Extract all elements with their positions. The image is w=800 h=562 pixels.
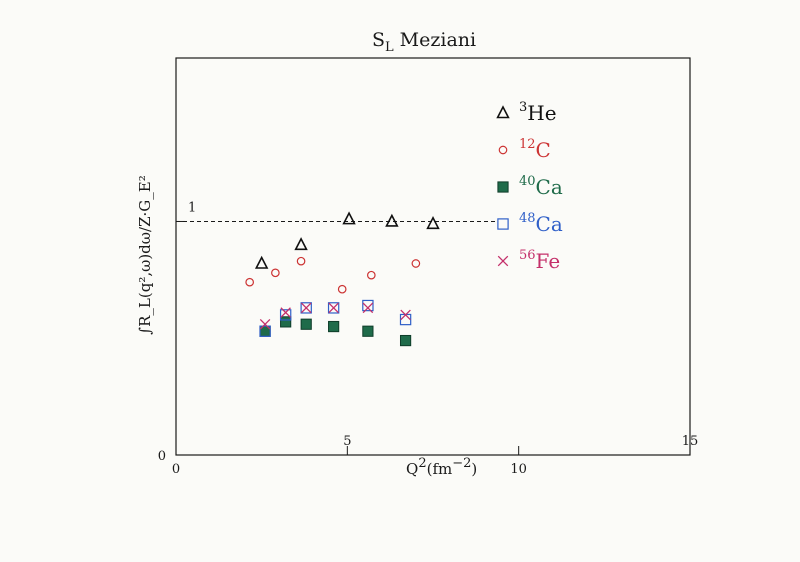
chart-title: SL Meziani (372, 29, 476, 55)
point-ca40-5 (362, 325, 374, 337)
point-fe56-2 (280, 307, 291, 318)
y-tick-label-0: 0 (158, 449, 166, 464)
legend-label-he3: 3He (519, 100, 557, 125)
legend-label-ca48-base: Ca (536, 212, 563, 236)
point-c12-3 (296, 256, 306, 266)
x-tick-label-5: 5 (343, 434, 351, 449)
point-he3-2 (294, 237, 308, 251)
point-ca48-6 (399, 313, 412, 326)
point-ca40-6 (399, 334, 412, 347)
legend-marker-fe56 (497, 255, 509, 267)
x-axis-label-sup: 2 (418, 456, 426, 471)
point-ca40-4 (328, 320, 340, 333)
y-axis-label: ∫R_L(q²,ω)dω/Z·G_E² (136, 175, 154, 334)
reference-line-label: 1 (188, 200, 196, 215)
legend-label-he3-base: He (527, 101, 556, 125)
point-c12-6 (411, 259, 421, 268)
point-ca48-2 (279, 309, 292, 321)
legend-label-c12-base: C (536, 138, 551, 162)
point-c12-2 (271, 268, 280, 278)
data-points (245, 211, 440, 347)
point-ca48-4 (327, 302, 340, 314)
x-axis-label-exp: −2 (452, 456, 471, 471)
x-axis-label-close: ) (471, 460, 477, 478)
point-ca40-3 (300, 318, 312, 330)
x-axis-label: Q2(fm−2) (406, 456, 477, 478)
reference-line-group: 1 (176, 200, 499, 222)
point-fe56-4 (328, 302, 339, 314)
legend-marker-ca48 (497, 218, 509, 230)
legend-label-ca48: 48Ca (519, 211, 563, 236)
point-ca48-1 (259, 325, 271, 337)
point-fe56-1 (259, 318, 271, 330)
point-he3-1 (254, 255, 269, 269)
plot-frame (175, 57, 691, 456)
point-ca48-5 (362, 299, 374, 312)
legend-marker-ca40 (497, 181, 509, 193)
point-he3-3 (342, 211, 356, 225)
legend-label-c12: 12C (519, 137, 551, 162)
title-subscript: L (385, 40, 394, 55)
legend-marker-he3 (496, 105, 510, 119)
legend-label-he3-sup: 3 (519, 100, 527, 115)
legend-label-fe56-base: Fe (536, 249, 561, 273)
legend-label-fe56-sup: 56 (519, 248, 536, 263)
point-c12-5 (367, 270, 376, 280)
point-fe56-3 (300, 302, 312, 314)
legend-label-c12-sup: 12 (519, 137, 536, 152)
point-fe56-6 (400, 309, 411, 321)
legend-label-ca40: 40Ca (519, 174, 563, 199)
title-rest: Meziani (400, 29, 476, 51)
x-axis-label-main: Q (406, 460, 418, 478)
x-tick-label-15: 15 (682, 434, 699, 449)
legend-marker-c12 (498, 145, 508, 155)
legend-label-ca40-base: Ca (536, 175, 563, 199)
title-main: S (372, 29, 385, 51)
point-c12-1 (245, 277, 254, 287)
x-tick-label-10: 10 (510, 462, 527, 477)
x-axis-label-rest: (fm (427, 460, 453, 478)
point-ca48-3 (300, 302, 312, 314)
point-c12-4 (337, 284, 347, 294)
axis-ticks: 5 15 0 10 0 (158, 220, 699, 477)
legend-label-ca48-sup: 48 (519, 211, 536, 226)
legend-label-fe56: 56Fe (519, 248, 560, 273)
legend-label-ca40-sup: 40 (519, 174, 536, 189)
point-he3-5 (426, 216, 440, 230)
point-fe56-5 (362, 302, 374, 314)
point-ca40-2 (280, 316, 292, 328)
x-tick-label-0: 0 (172, 462, 180, 477)
point-he3-4 (385, 213, 399, 227)
